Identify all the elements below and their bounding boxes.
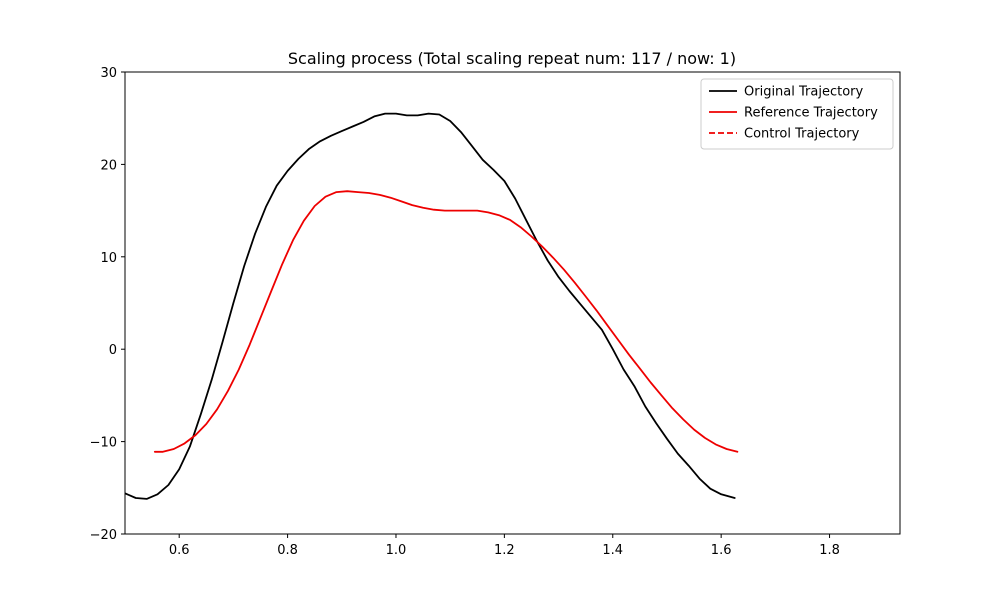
x-tick-label: 1.2	[494, 543, 515, 558]
legend-label: Original Trajectory	[744, 85, 863, 100]
y-tick-label: 30	[100, 66, 117, 81]
chart-title: Scaling process (Total scaling repeat nu…	[288, 49, 736, 68]
x-tick-label: 1.8	[819, 543, 840, 558]
legend-label: Reference Trajectory	[744, 106, 878, 121]
x-tick-label: 1.4	[602, 543, 623, 558]
legend-label: Control Trajectory	[744, 127, 860, 142]
y-tick-label: 10	[100, 251, 117, 266]
x-tick-label: 0.8	[277, 543, 298, 558]
y-tick-label: 0	[109, 343, 117, 358]
y-tick-label: −20	[90, 528, 117, 543]
y-tick-label: −10	[90, 436, 117, 451]
x-tick-label: 1.0	[386, 543, 407, 558]
series-line-0	[125, 112, 736, 500]
x-tick-label: 0.6	[169, 543, 190, 558]
series-line-1	[153, 190, 739, 453]
legend-box	[700, 78, 894, 150]
plot-frame	[124, 71, 901, 535]
y-tick-label: 20	[100, 158, 117, 173]
x-tick-label: 1.6	[711, 543, 732, 558]
